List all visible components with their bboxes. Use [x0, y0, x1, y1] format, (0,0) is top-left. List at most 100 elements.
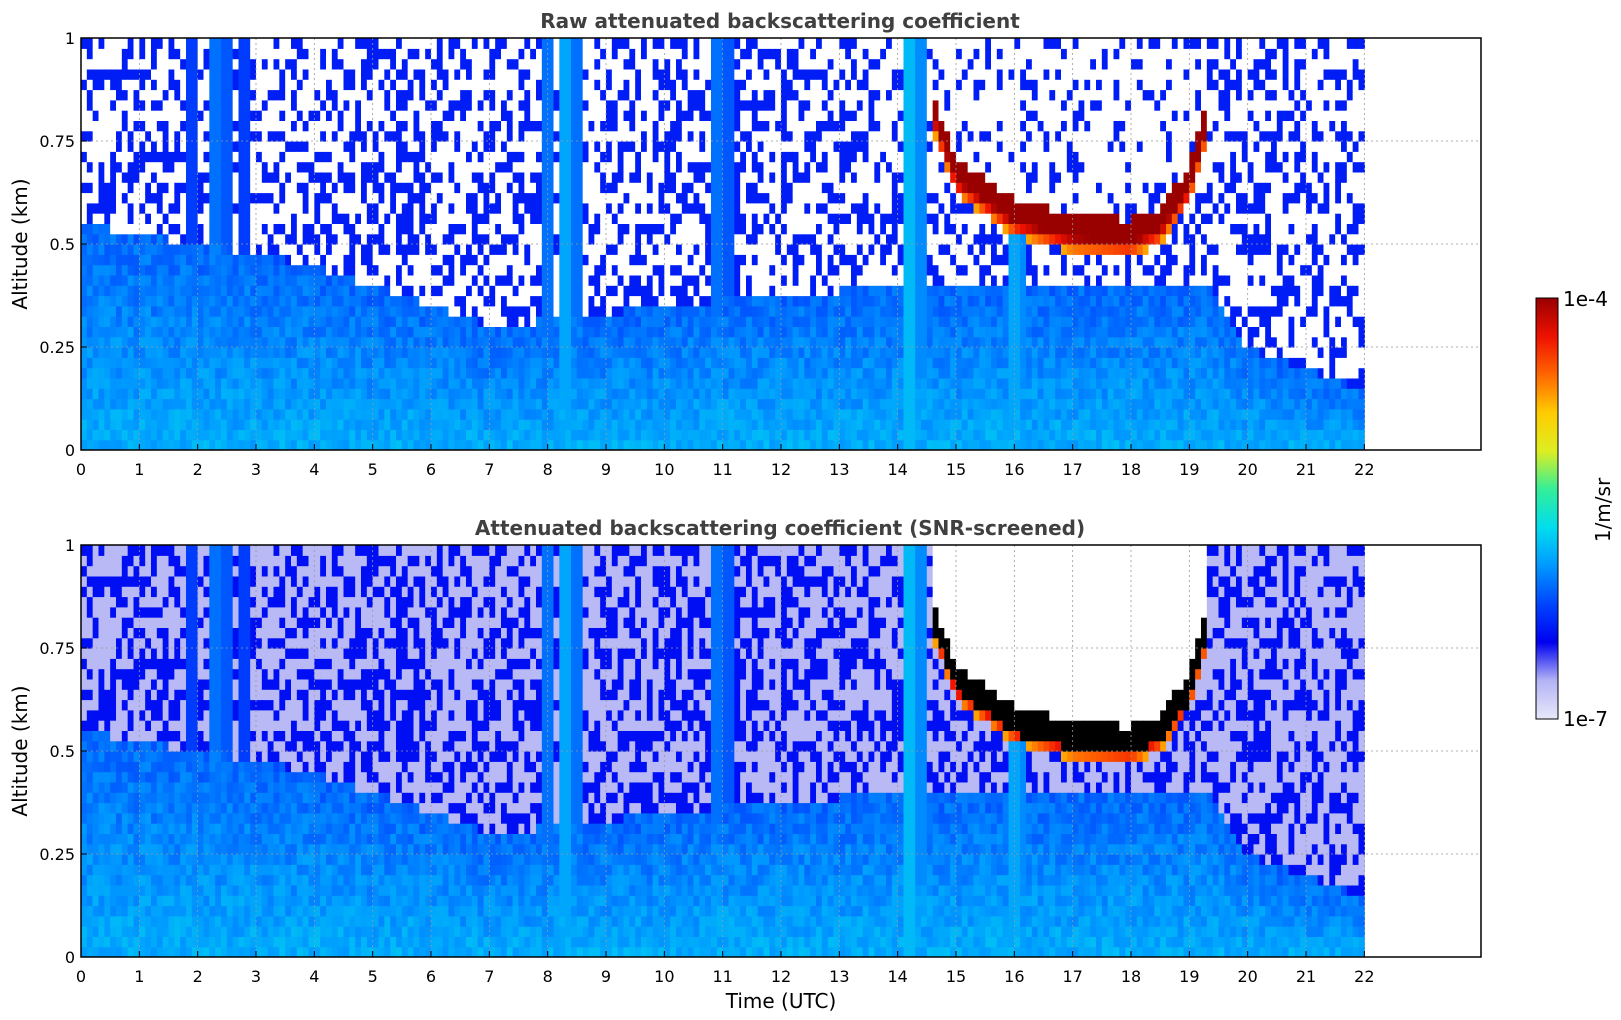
heatmap-cell [337, 254, 345, 266]
heatmap-cell [355, 295, 362, 307]
heatmap-cell [396, 161, 403, 173]
heatmap-cell [343, 254, 350, 266]
heatmap-cell [425, 347, 432, 358]
heatmap-cell [501, 38, 508, 49]
heatmap-cell [705, 151, 712, 163]
heatmap-cell [559, 89, 566, 101]
heatmap-cell [681, 161, 689, 173]
heatmap-cell [699, 182, 706, 194]
heatmap-cell [261, 264, 269, 276]
heatmap-cell [168, 68, 175, 80]
heatmap-cell [676, 264, 683, 276]
heatmap-cell [746, 295, 753, 307]
heatmap-cell [436, 419, 444, 430]
heatmap-cell [716, 244, 724, 255]
heatmap-cell [156, 254, 164, 266]
heatmap-cell [366, 223, 374, 235]
heatmap-cell [425, 120, 432, 132]
heatmap-cell [728, 202, 735, 214]
heatmap-cell [174, 254, 181, 266]
heatmap-cell [501, 377, 508, 389]
heatmap-cell [781, 347, 788, 358]
heatmap-cell [203, 367, 210, 379]
heatmap-cell [641, 58, 648, 70]
heatmap-cell [536, 367, 543, 379]
heatmap-cell [256, 79, 263, 91]
heatmap-cell [798, 367, 805, 379]
heatmap-cell [746, 264, 753, 276]
heatmap-cell [98, 347, 105, 358]
heatmap-cell [594, 439, 601, 450]
heatmap-cell [489, 408, 496, 420]
heatmap-cell [98, 151, 105, 163]
heatmap-cell [629, 274, 636, 286]
heatmap-cell [804, 264, 811, 276]
heatmap-cell [209, 38, 216, 49]
heatmap-cell [110, 68, 117, 80]
heatmap-cell [296, 254, 304, 266]
heatmap-cell [769, 171, 776, 183]
heatmap-cell [291, 254, 298, 266]
heatmap-cell [98, 192, 105, 204]
heatmap-cell [203, 357, 210, 369]
heatmap-cell [699, 130, 706, 142]
heatmap-cell [355, 161, 362, 173]
heatmap-cell [781, 439, 788, 450]
heatmap-cell [279, 130, 286, 142]
heatmap-cell [571, 38, 578, 49]
heatmap-cell [477, 295, 485, 307]
heatmap-cell [775, 274, 782, 286]
heatmap-cell [407, 388, 415, 400]
heatmap-cell [349, 285, 356, 297]
heatmap-cell [302, 408, 310, 420]
heatmap-cell [366, 68, 374, 80]
heatmap-cell [681, 316, 689, 327]
heatmap-cell [110, 398, 117, 410]
heatmap-cell [116, 68, 123, 80]
heatmap-cell [547, 316, 555, 327]
heatmap-cell [734, 120, 741, 132]
heatmap-cell [197, 295, 205, 307]
heatmap-cell [664, 357, 671, 369]
heatmap-cell [250, 223, 257, 235]
heatmap-cell [396, 68, 403, 80]
heatmap-cell [168, 141, 175, 152]
heatmap-cell [676, 316, 683, 327]
heatmap-cell [104, 223, 111, 235]
heatmap-cell [320, 274, 327, 286]
heatmap-cell [757, 58, 765, 70]
heatmap-cell [145, 192, 152, 204]
heatmap-cell [757, 419, 765, 430]
heatmap-cell [693, 244, 700, 255]
heatmap-cell [623, 429, 630, 441]
heatmap-cell [401, 161, 409, 173]
heatmap-cell [582, 58, 590, 70]
heatmap-cell [116, 388, 123, 400]
heatmap-cell [413, 285, 420, 297]
heatmap-cell [466, 223, 473, 235]
heatmap-cell [734, 336, 741, 348]
heatmap-cell [401, 48, 409, 60]
heatmap-cell [483, 264, 490, 276]
heatmap-cell [606, 171, 613, 183]
heatmap-cell [518, 367, 525, 379]
heatmap-cell [419, 58, 426, 70]
heatmap-cell [798, 439, 805, 450]
heatmap-cell [186, 182, 193, 194]
heatmap-cell [641, 192, 648, 204]
heatmap-cell [250, 89, 257, 101]
heatmap-cell [256, 192, 263, 204]
heatmap-cell [244, 192, 251, 204]
heatmap-cell [436, 295, 444, 307]
heatmap-cell [728, 58, 735, 70]
heatmap-cell [401, 141, 409, 152]
heatmap-cell [693, 213, 700, 224]
heatmap-cell [693, 305, 700, 317]
heatmap-cell [86, 192, 94, 204]
heatmap-cell [197, 79, 205, 91]
heatmap-cell [291, 408, 298, 420]
heatmap-cell [489, 89, 496, 101]
heatmap-cell [751, 120, 759, 132]
heatmap-cell [769, 120, 776, 132]
heatmap-cell [250, 285, 257, 297]
